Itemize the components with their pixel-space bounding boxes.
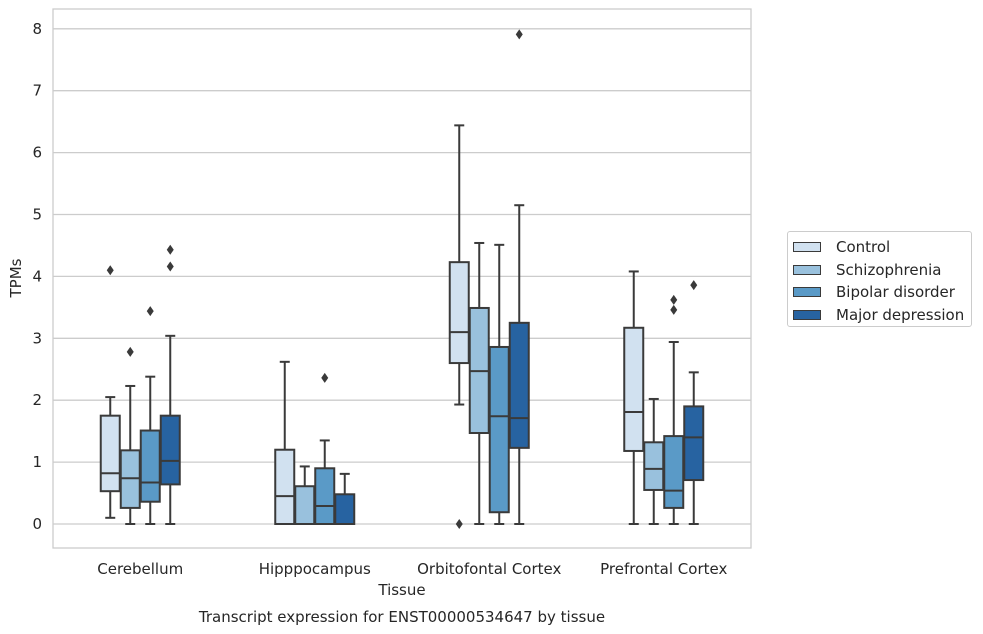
box-body	[623, 326, 645, 452]
legend-label-control: Control	[836, 238, 891, 257]
box-3-1	[643, 397, 665, 525]
legend-item-major-depression: Major depression	[793, 304, 971, 327]
box-body	[448, 261, 470, 365]
boxes	[99, 29, 705, 529]
outlier-point-0	[321, 372, 329, 383]
box-body	[663, 435, 685, 509]
plot-area-frame	[52, 8, 752, 549]
legend-label-bipolar-disorder: Bipolar disorder	[836, 283, 955, 302]
box-3-2	[663, 294, 685, 525]
legend-swatch-major-depression	[793, 309, 821, 320]
x-axis-label: Tissue	[377, 581, 425, 599]
legend-label-major-depression: Major depression	[836, 305, 965, 324]
box-body	[294, 485, 316, 525]
box-body	[274, 448, 296, 525]
box-0-0	[99, 265, 121, 519]
y-tick-label-3: 3	[32, 329, 42, 347]
box-1-0	[274, 360, 296, 525]
legend-label-schizophrenia: Schizophrenia	[836, 260, 942, 279]
box-0-1	[119, 346, 141, 525]
y-tick-label-7: 7	[32, 82, 42, 100]
outlier-point-1	[166, 244, 174, 255]
box-body	[488, 345, 510, 514]
y-axis-label: TPMs	[7, 258, 25, 298]
y-tick-label-1: 1	[32, 453, 42, 471]
box-body	[334, 493, 356, 525]
box-1-2	[314, 372, 336, 526]
outlier-point-1	[670, 294, 678, 305]
tick-labels: 0 1 2 3 4 5 6 7 8 Cerebellum Hipppocampus Orbitofon…	[32, 20, 727, 578]
box-body	[99, 414, 121, 493]
legend-item-control: Control	[793, 236, 971, 259]
outlier-point-0	[106, 265, 114, 276]
box-body	[139, 429, 161, 503]
legend-swatch-schizophrenia	[793, 264, 821, 275]
box-0-2	[139, 306, 161, 525]
box-2-3	[508, 29, 530, 525]
box-body	[683, 405, 705, 482]
box-1-1	[294, 465, 316, 525]
outlier-point-0	[670, 304, 678, 315]
legend-swatch-bipolar-disorder	[793, 287, 821, 298]
x-tick-label-0: Cerebellum	[97, 560, 183, 578]
outlier-point-0	[515, 29, 523, 40]
x-tick-label-2: Orbitofontal Cortex	[417, 560, 561, 578]
figure-caption: Transcript expression for ENST0000053464…	[198, 608, 605, 626]
box-body	[159, 414, 181, 486]
box-3-3	[683, 280, 705, 525]
box-body	[508, 321, 530, 449]
outlier-point-0	[126, 346, 134, 357]
y-tick-label-4: 4	[32, 267, 42, 285]
box-body	[314, 467, 336, 526]
box-body	[643, 441, 665, 491]
legend-item-schizophrenia: Schizophrenia	[793, 259, 971, 282]
y-tick-label-0: 0	[32, 515, 42, 533]
box-3-0	[623, 270, 645, 525]
legend-item-bipolar-disorder: Bipolar disorder	[793, 281, 971, 304]
outlier-point-0	[455, 519, 463, 529]
box-2-1	[468, 241, 490, 525]
outlier-point-0	[690, 280, 698, 291]
y-tick-label-8: 8	[32, 20, 42, 38]
y-tick-label-2: 2	[32, 391, 42, 409]
box-1-3	[334, 472, 356, 525]
legend: Control Schizophrenia Bipolar disorder M…	[787, 231, 972, 327]
outlier-point-0	[166, 261, 174, 272]
outlier-point-0	[146, 306, 154, 317]
y-tick-label-5: 5	[32, 206, 42, 224]
x-tick-label-1: Hipppocampus	[259, 560, 371, 578]
x-tick-label-3: Prefrontal Cortex	[600, 560, 727, 578]
legend-swatch-control	[793, 242, 821, 253]
y-tick-label-6: 6	[32, 144, 42, 162]
box-0-3	[159, 244, 181, 525]
box-2-2	[488, 243, 510, 525]
box-2-0	[448, 124, 470, 529]
